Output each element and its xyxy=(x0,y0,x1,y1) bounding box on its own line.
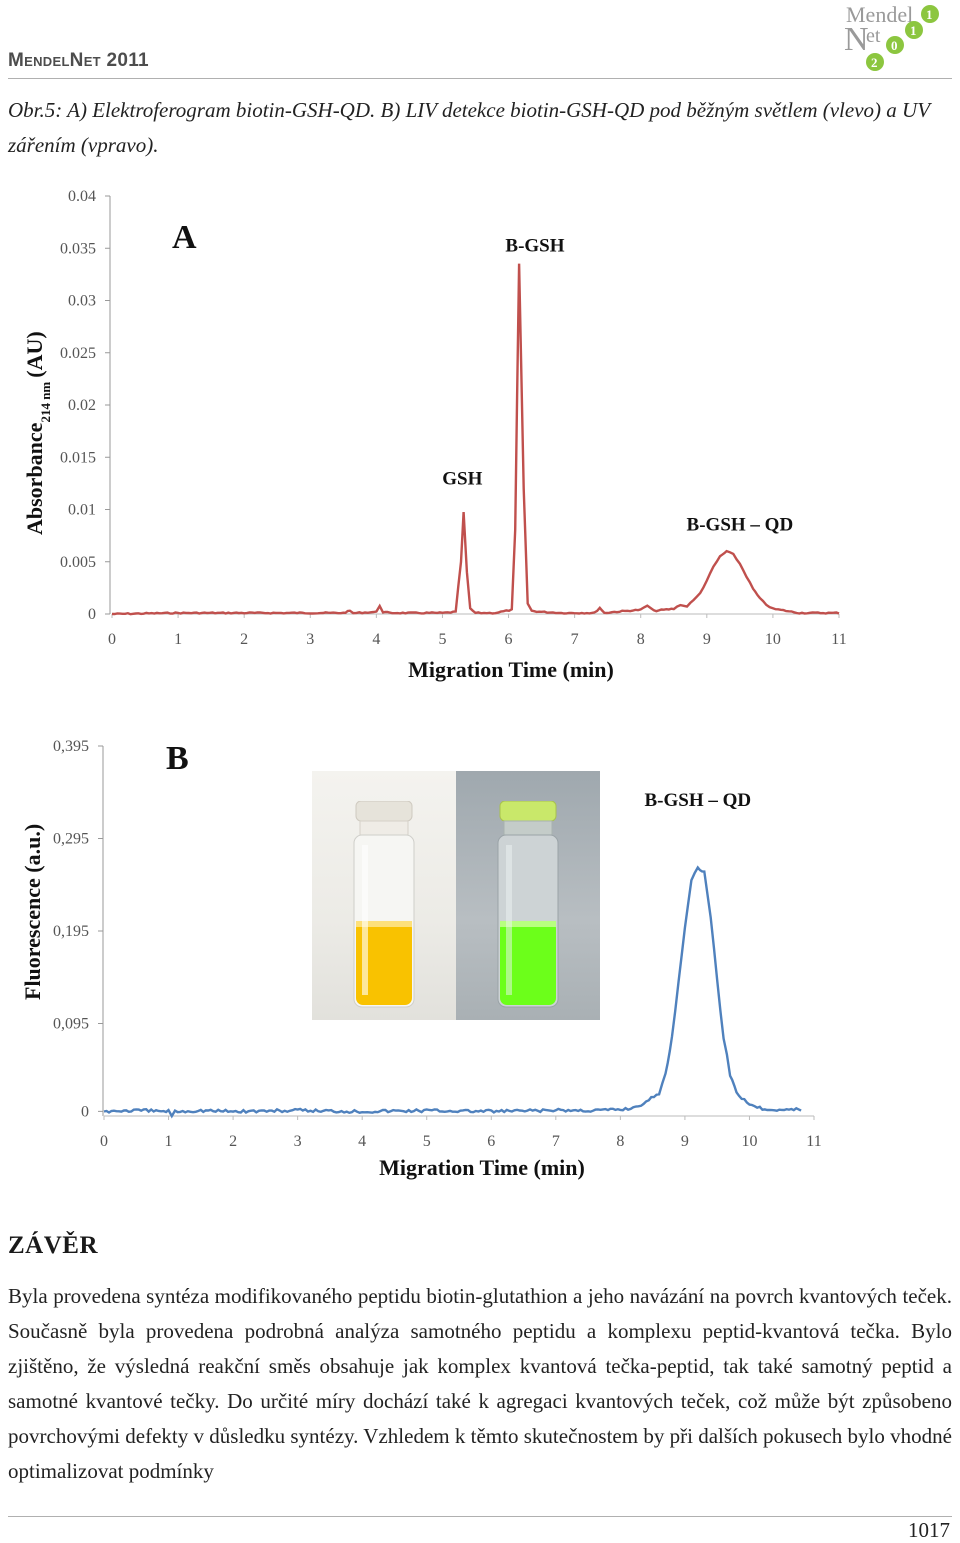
vial-photo-normal-light xyxy=(312,771,456,1020)
x-tick-label: 7 xyxy=(552,1133,560,1150)
mendelnet-logo: Mendel 1 N et 1 0 2 xyxy=(844,2,939,71)
x-tick-label: 3 xyxy=(306,631,314,648)
y-tick-label: 0.04 xyxy=(68,188,96,205)
logo-digit-4: 2 xyxy=(871,55,878,70)
chart-a-y-axis-title: Absorbance214 nm (AU) xyxy=(22,331,53,535)
x-tick-label: 5 xyxy=(423,1133,431,1150)
chart-b-y-ticks: 0 0,095 0,195 0,295 0,395 xyxy=(53,738,103,1120)
vial-uv-light xyxy=(497,801,559,1008)
y-tick-label: 0,095 xyxy=(53,1016,89,1033)
x-tick-label: 10 xyxy=(765,631,781,648)
x-tick-label: 3 xyxy=(294,1133,302,1150)
logo-dot-4 xyxy=(866,53,884,71)
chart-a-ylabel-sub: 214 nm xyxy=(38,382,53,423)
chart-b-series-line xyxy=(103,865,802,1119)
x-tick-label: 8 xyxy=(637,631,645,648)
x-tick-label: 2 xyxy=(240,631,248,648)
logo-word-2: et xyxy=(866,25,881,47)
chart-b-annotations: B-GSH – QD xyxy=(645,790,752,811)
logo-digit-1: 1 xyxy=(926,7,933,22)
y-tick-label: 0.015 xyxy=(60,449,96,466)
logo-word: Mendel xyxy=(846,2,913,27)
logo-letter-n: N xyxy=(844,21,869,58)
x-tick-label: 9 xyxy=(681,1133,689,1150)
y-tick-label: 0.02 xyxy=(68,397,96,414)
x-tick-label: 9 xyxy=(703,631,711,648)
x-tick-label: 8 xyxy=(616,1133,624,1150)
y-tick-label: 0,195 xyxy=(53,923,89,940)
fluorescence-chart-b: 0 0,095 0,195 0,295 0,395 0 1 2 3 4 5 6 7 8 9 10 11 B-G… xyxy=(20,738,822,1180)
header-divider xyxy=(8,78,952,79)
y-tick-label: 0,395 xyxy=(53,738,89,755)
logo-digit-3: 0 xyxy=(891,38,898,53)
x-tick-label: 6 xyxy=(487,1133,495,1150)
chart-b-x-ticks: 0 1 2 3 4 5 6 7 8 9 10 11 xyxy=(100,1116,822,1150)
figure-caption: Obr.5: A) Elektroferogram biotin-GSH-QD.… xyxy=(8,98,930,157)
logo-dot-1 xyxy=(921,5,939,23)
y-tick-label: 0 xyxy=(81,1103,89,1120)
x-tick-label: 11 xyxy=(806,1133,821,1150)
x-tick-label: 11 xyxy=(831,631,846,648)
peak-label: B-GSH xyxy=(505,235,564,256)
x-tick-label: 0 xyxy=(100,1133,108,1150)
chart-a-x-axis-title: Migration Time (min) xyxy=(408,657,614,682)
x-tick-label: 1 xyxy=(174,631,182,648)
chart-a-annotations: GSH B-GSH B-GSH – QD xyxy=(442,235,793,535)
y-tick-label: 0.005 xyxy=(60,554,96,571)
y-tick-label: 0.03 xyxy=(68,293,96,310)
chart-a-ylabel-main: Absorbance xyxy=(22,422,47,535)
x-tick-label: 4 xyxy=(358,1133,366,1150)
chart-b-x-axis-title: Migration Time (min) xyxy=(379,1155,585,1180)
x-tick-label: 1 xyxy=(165,1133,173,1150)
electropherogram-chart-a: 0 0.005 0.01 0.015 0.02 0.025 0.03 0.035 0.04 0 1… xyxy=(22,188,847,682)
peak-label: B-GSH – QD xyxy=(645,790,752,811)
logo-dot-2 xyxy=(905,21,923,39)
page-number: 1017 xyxy=(908,1518,950,1542)
chart-a-y-ticks: 0 0.005 0.01 0.015 0.02 0.025 0.03 0.035 0.04 xyxy=(60,188,110,623)
footer-divider xyxy=(8,1516,952,1517)
logo-dot-3 xyxy=(886,36,904,54)
chart-a-ylabel-unit: (AU) xyxy=(22,331,47,377)
x-tick-label: 5 xyxy=(438,631,446,648)
vial-photo xyxy=(312,771,600,1020)
panel-letter-a: A xyxy=(172,219,197,256)
y-tick-label: 0,295 xyxy=(53,831,89,848)
chart-a-x-ticks: 0 1 2 3 4 5 6 7 8 9 10 11 xyxy=(108,614,847,648)
panel-letter-b: B xyxy=(166,740,189,777)
vial-normal-light xyxy=(353,801,415,1008)
chart-b-y-axis-title: Fluorescence (a.u.) xyxy=(20,824,45,1000)
x-tick-label: 4 xyxy=(372,631,380,648)
y-tick-label: 0 xyxy=(88,606,96,623)
chart-a-series-line xyxy=(112,263,840,616)
x-tick-label: 7 xyxy=(571,631,579,648)
x-tick-label: 2 xyxy=(229,1133,237,1150)
x-tick-label: 6 xyxy=(505,631,513,648)
x-tick-label: 10 xyxy=(741,1133,757,1150)
conclusion-paragraph: Byla provedena syntéza modifikovaného pe… xyxy=(8,1284,952,1483)
running-header: MendelNet 2011 xyxy=(8,50,149,71)
y-tick-label: 0.025 xyxy=(60,345,96,362)
peak-label: B-GSH – QD xyxy=(687,514,794,535)
section-title-conclusion: ZÁVĚR xyxy=(8,1232,99,1259)
vial-photo-uv-light xyxy=(456,771,600,1020)
peak-label: GSH xyxy=(442,468,482,489)
y-tick-label: 0.01 xyxy=(68,502,96,519)
y-tick-label: 0.035 xyxy=(60,240,96,257)
logo-digit-2: 1 xyxy=(910,23,917,38)
x-tick-label: 0 xyxy=(108,631,116,648)
